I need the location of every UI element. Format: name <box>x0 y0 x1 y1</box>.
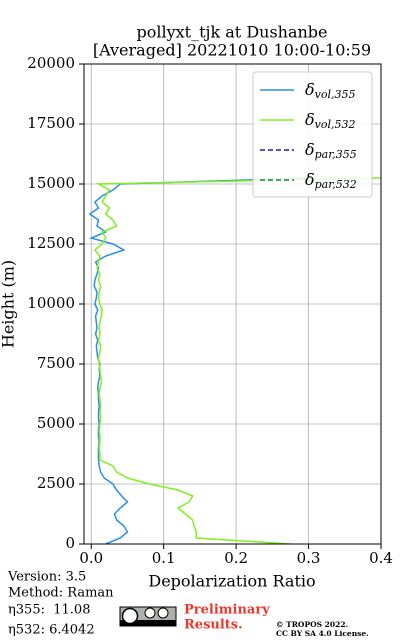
info-text: η355: 11.08 <box>8 603 90 618</box>
x-axis-label: Depolarization Ratio <box>148 572 315 591</box>
x-tick-label: 0.1 <box>152 549 176 567</box>
chart-title: [Averaged] 20221010 10:00-10:59 <box>93 41 371 60</box>
cc-logo <box>119 606 177 627</box>
x-tick-label: 0.4 <box>369 549 393 567</box>
y-tick-label: 7500 <box>37 354 75 372</box>
notice-text: Results. <box>184 618 243 633</box>
copyright-text: CC BY SA 4.0 License. <box>276 629 369 638</box>
x-tick-label: 0.3 <box>297 549 321 567</box>
chart-title: pollyxt_tjk at Dushanbe <box>136 23 327 42</box>
info-text: η532: 6.4042 <box>8 623 95 638</box>
y-axis-label: Height (m) <box>0 260 18 348</box>
plot-frame <box>83 63 382 545</box>
legend-subscript: par,532 <box>315 178 357 191</box>
y-tick-label: 0 <box>65 534 75 552</box>
x-tick-label: 0.0 <box>79 549 103 567</box>
y-tick-label: 17500 <box>27 114 75 132</box>
legend-box <box>252 71 373 198</box>
y-tick-label: 5000 <box>37 414 75 432</box>
y-tick-label: 2500 <box>37 474 75 492</box>
data-line <box>88 177 309 544</box>
legend-label: δpar,355 <box>305 140 357 162</box>
legend-symbol: δ <box>305 140 315 159</box>
legend-symbol: δ <box>305 170 315 189</box>
legend-subscript: vol,355 <box>315 88 356 101</box>
info-text: Version: 3.5 <box>7 570 86 585</box>
y-tick-label: 20000 <box>27 54 75 72</box>
legend-subscript: vol,532 <box>315 118 356 131</box>
legend-label: δvol,355 <box>305 80 356 102</box>
y-tick-label: 10000 <box>27 294 75 312</box>
legend-symbol: δ <box>305 110 315 129</box>
copyright-text: © TROPOS 2022. <box>276 620 348 629</box>
y-tick-label: 12500 <box>27 234 75 252</box>
legend-label: δvol,532 <box>305 110 356 132</box>
legend-label: δpar,532 <box>305 170 357 192</box>
info-text: Method: Raman <box>8 586 114 601</box>
legend-subscript: par,355 <box>315 148 357 161</box>
y-tick-label: 15000 <box>27 174 75 192</box>
notice-text: Preliminary <box>184 603 270 618</box>
x-tick-label: 0.2 <box>224 549 248 567</box>
data-line <box>93 177 381 544</box>
legend-symbol: δ <box>305 80 315 99</box>
